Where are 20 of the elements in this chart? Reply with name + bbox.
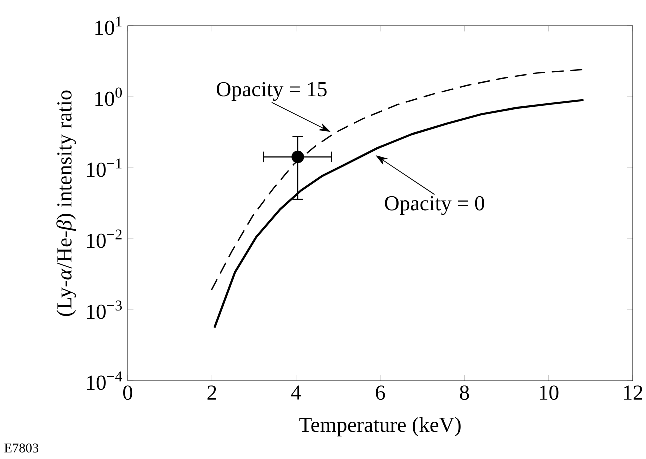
line-series [214,99,585,329]
x-tick-label: 2 [208,386,216,400]
x-tick-label: 0 [123,386,133,400]
x-tick-label: 8 [460,386,470,400]
line-series [211,69,584,291]
annotation: Opacity = 0 [385,196,484,216]
annotation: Opacity = 15 [217,82,327,102]
x-tick-label: 12 [624,386,642,400]
y-tick-label: 10$^{−1}$ [87,158,122,178]
y-axis-title: (Ly-α/He-β) intensity ratio [56,90,76,316]
y-tick-label: 10$^{0}$ [96,88,122,106]
x-axis-title: Temperature (keV) [300,417,461,437]
y-tick-label: 10$^{−3}$ [87,300,122,320]
x-tick-label: 6 [376,386,386,400]
y-tick-label: 10$^{−2}$ [87,230,122,248]
x-tick-label: 10 [540,386,559,400]
text: E7803 [4,444,39,453]
y-tick-label: 10$^{1}$ [96,16,122,36]
x-tick-label: 4 [291,386,302,400]
y-tick-label: 10$^{−4}$ [87,372,122,390]
